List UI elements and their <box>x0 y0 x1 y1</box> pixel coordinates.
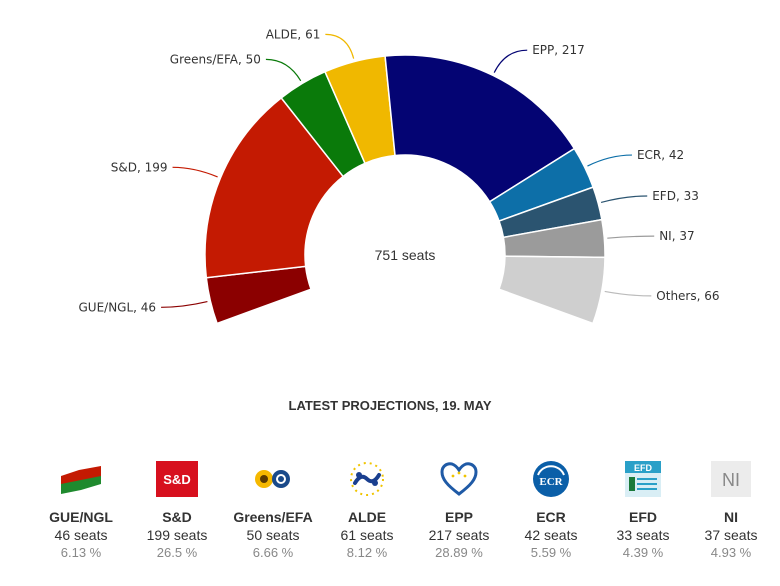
sd-logo-text: S&D <box>163 472 190 487</box>
ni-logo-icon: NI <box>711 461 751 497</box>
gue-ngl-flag-icon <box>61 466 101 494</box>
party-seats: 61 seats <box>340 527 394 543</box>
party-name: NI <box>724 509 738 525</box>
party-percent: 6.66 % <box>252 545 294 560</box>
data-label-greens-efa: Greens/EFA, 50 <box>170 52 261 66</box>
party-seats: 33 seats <box>616 527 670 543</box>
center-label: 751 seats <box>375 247 436 263</box>
epp-heart-icon <box>440 462 478 496</box>
party-card-ecr: ECR ECR 42 seats 5.59 % <box>505 458 597 562</box>
party-percent: 6.13 % <box>60 545 102 560</box>
efd-logo-text: EFD <box>634 463 653 473</box>
party-percent: 8.12 % <box>346 545 388 560</box>
ecr-logo-text: ECR <box>539 476 563 488</box>
data-label-sandd: S&D, 199 <box>111 160 168 174</box>
party-card-sd: S&D S&D 199 seats 26.5 % <box>131 458 223 562</box>
data-label-others: Others, 66 <box>656 289 719 303</box>
slice-others[interactable] <box>498 255 606 325</box>
party-seats: 50 seats <box>246 527 300 543</box>
slice-epp[interactable] <box>384 54 576 203</box>
alde-stars-icon <box>350 462 384 496</box>
party-name: EFD <box>629 509 657 525</box>
party-percent: 26.5 % <box>156 545 198 560</box>
party-card-alde: ALDE 61 seats 8.12 % <box>321 458 413 562</box>
ni-logo-text: NI <box>722 470 740 490</box>
party-card-gue-ngl: GUE/NGL 46 seats 6.13 % <box>35 458 127 562</box>
party-name: ECR <box>536 509 566 525</box>
connector-ni <box>607 235 655 239</box>
party-name: ALDE <box>347 509 387 525</box>
party-name: GUE/NGL <box>49 509 113 525</box>
party-percent: 4.93 % <box>710 545 752 560</box>
connector-greens-efa <box>265 58 302 82</box>
party-name: Greens/EFA <box>233 509 313 525</box>
party-percent: 5.59 % <box>530 545 572 560</box>
party-seats: 37 seats <box>704 527 758 543</box>
party-card-ni: NI NI 37 seats 4.93 % <box>685 458 777 562</box>
greens-sunflower-icon <box>255 470 290 488</box>
connector-alde <box>325 33 355 59</box>
connector-efd <box>600 195 648 204</box>
parliament-chart: GUE/NGL, 46 S&D, 199 Greens/EFA, 50 ALDE, 6… <box>79 27 720 325</box>
data-label-ecr: ECR, 42 <box>637 148 684 162</box>
sd-logo-icon: S&D <box>156 461 198 497</box>
connector-ecr <box>587 154 632 167</box>
data-label-ni: NI, 37 <box>659 229 694 243</box>
data-label-epp: EPP, 217 <box>532 43 585 57</box>
party-seats: 46 seats <box>54 527 108 543</box>
party-seats: 42 seats <box>524 527 578 543</box>
data-label-gue-ngl: GUE/NGL, 46 <box>79 300 157 314</box>
slice-sandd[interactable] <box>204 96 345 279</box>
party-card-efd: EFD EFD 33 seats 4.39 % <box>597 458 689 562</box>
connector-sandd <box>172 166 218 178</box>
data-label-efd: EFD, 33 <box>652 189 699 203</box>
party-name: EPP <box>444 509 473 525</box>
party-name: S&D <box>162 509 192 525</box>
connector-others <box>604 290 652 297</box>
party-cards: GUE/NGL 46 seats 6.13 % S&D S&D 199 seat… <box>10 458 780 578</box>
party-card-greens-efa: Greens/EFA 50 seats 6.66 % <box>227 458 319 562</box>
party-seats: 199 seats <box>146 527 208 543</box>
chart-subtitle: LATEST PROJECTIONS, 19. MAY <box>288 398 492 413</box>
connector-gue-ngl <box>161 300 208 308</box>
party-seats: 217 seats <box>428 527 490 543</box>
ecr-logo-icon: ECR <box>533 461 569 497</box>
efd-logo-icon: EFD <box>625 461 661 497</box>
connector-epp <box>493 49 528 73</box>
party-percent: 4.39 % <box>622 545 664 560</box>
party-card-epp: EPP 217 seats 28.89 % <box>413 458 505 562</box>
party-percent: 28.89 % <box>435 545 483 560</box>
data-label-alde: ALDE, 61 <box>266 27 321 41</box>
